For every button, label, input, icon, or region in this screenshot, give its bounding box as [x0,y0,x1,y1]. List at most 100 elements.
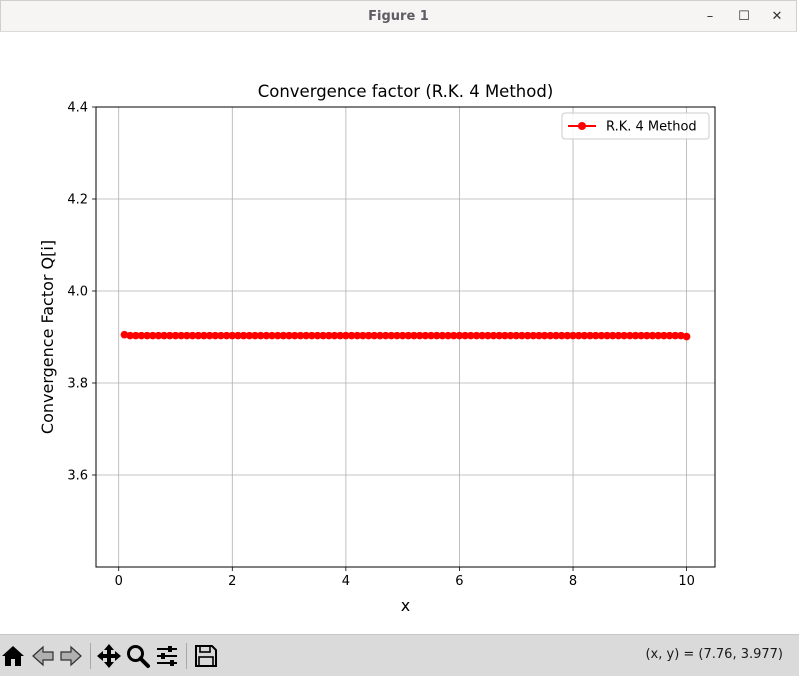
close-button[interactable]: ✕ [771,9,783,24]
data-point [563,331,572,340]
data-point [126,331,134,340]
data-point [580,331,589,340]
figure-canvas[interactable]: 0 2 4 6 8 10 3.6 3.8 4.0 4.2 4.4 Convergence facto… [0,33,799,634]
data-point [279,331,288,340]
legend: R.K. 4 Method [561,112,710,140]
data-point [325,331,333,340]
y-tick-label: 4.0 [67,285,88,300]
x-tick-label: 0 [115,574,123,589]
data-point [489,331,498,340]
x-tick-label: 8 [569,574,577,589]
minimize-button[interactable]: – [706,9,714,24]
data-point [228,331,237,340]
arrow-right-icon [60,645,82,667]
toolbar-separator [90,643,91,669]
maximize-button[interactable]: ☐ [738,9,750,24]
data-point [608,331,617,340]
data-point [393,331,401,340]
data-point [421,331,430,340]
data-point [472,331,481,340]
data-point [183,331,191,340]
zoom-button[interactable] [125,643,151,669]
data-point [387,331,396,340]
data-point [359,331,367,340]
y-tick-label: 4.4 [67,101,88,116]
data-point [239,331,248,340]
cursor-coordinates: (x, y) = (7.76, 3.977) [645,647,783,662]
data-point [432,331,441,340]
data-point [614,331,623,340]
data-point [234,331,242,340]
data-point [535,331,543,340]
data-point [347,331,356,340]
configure-subplots-button[interactable] [154,643,180,669]
data-point [467,331,475,340]
x-tick-label: 2 [228,574,236,589]
data-point [631,331,640,340]
data-point [398,331,407,340]
data-point [381,331,390,340]
data-point [557,331,566,340]
data-point [154,331,163,340]
data-point [330,331,339,340]
chart[interactable]: 0 2 4 6 8 10 3.6 3.8 4.0 4.2 4.4 Convergence facto… [0,33,799,634]
sliders-icon [157,646,177,666]
back-button[interactable] [30,643,56,669]
navigation-toolbar: (x, y) = (7.76, 3.977) [0,634,799,676]
data-point [591,331,600,340]
legend-label: R.K. 4 Method [606,120,697,135]
data-point [415,331,424,340]
window-titlebar[interactable]: Figure 1 – ☐ ✕ [0,0,797,32]
data-point [671,331,680,340]
data-point [177,331,185,340]
axes-frame [95,106,716,568]
data-point [137,331,146,340]
data-point [461,331,469,340]
window-title: Figure 1 [368,9,429,24]
floppy-disk-icon [195,645,217,667]
data-point [166,331,174,340]
data-point [444,331,452,340]
forward-button[interactable] [58,643,84,669]
data-point [217,331,225,340]
save-button[interactable] [193,643,219,669]
legend-marker-sample [578,122,586,130]
home-icon [2,646,24,666]
data-point [660,331,668,340]
data-point [273,331,282,340]
data-point [370,331,379,340]
data-point [478,331,486,340]
home-button[interactable] [0,643,26,669]
data-point [552,331,560,340]
data-point [194,331,203,340]
data-point [643,331,651,340]
data-point [586,331,594,340]
data-point [484,331,492,340]
move-icon [97,644,121,668]
pan-button[interactable] [96,643,122,669]
data-point [200,331,208,340]
data-point [353,331,362,340]
data-point [313,331,322,340]
data-point [603,331,611,340]
data-point [427,331,435,340]
data-point [376,331,384,340]
data-point [222,331,231,340]
data-point [626,331,634,340]
toolbar-separator [186,643,187,669]
data-point [455,331,464,340]
x-axis-label: x [401,596,410,615]
data-point [449,331,458,340]
data-point [336,331,344,340]
data-point [268,331,276,340]
data-point [523,331,532,340]
data-point [501,331,509,340]
data-point [529,331,538,340]
data-point [290,331,299,340]
data-point [648,331,657,340]
data-point [574,331,583,340]
x-tick-label: 4 [342,574,350,589]
data-point [495,331,504,340]
data-point [171,331,180,340]
y-axis-label: Convergence Factor Q[i] [38,240,57,434]
